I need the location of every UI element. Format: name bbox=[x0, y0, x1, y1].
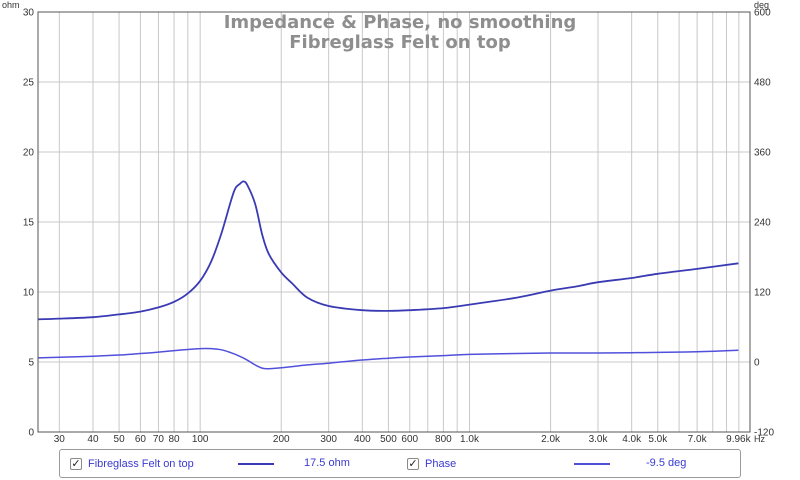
plot-frame bbox=[37, 11, 751, 433]
legend-item-phase[interactable]: ✓ Phase bbox=[407, 450, 456, 477]
impedance-series-line bbox=[37, 180, 739, 321]
x-tick-label: 300 bbox=[320, 434, 337, 445]
x-tick-label: 1.0k bbox=[460, 434, 480, 445]
y-left-tick-label: 25 bbox=[23, 78, 35, 89]
y-left-tick-label: 0 bbox=[28, 428, 34, 439]
y-left-unit-label: ohm bbox=[2, 0, 20, 10]
x-tick-label: 5.0k bbox=[648, 434, 668, 445]
x-tick-label: 70 bbox=[153, 434, 165, 445]
x-tick-label: 50 bbox=[114, 434, 126, 445]
x-tick-label: 80 bbox=[168, 434, 180, 445]
chart-title: Impedance & Phase, no smoothing bbox=[224, 12, 577, 33]
x-tick-labels: 30 40 50 60 70 80 100 200 300 400 500 600 800 1.0k 2.0… bbox=[54, 434, 752, 445]
x-unit-label: Hz bbox=[754, 434, 765, 444]
phase-checkbox[interactable]: ✓ bbox=[407, 456, 419, 470]
impedance-phase-chart: 30 40 50 60 70 80 100 200 300 400 500 600 800 1.0k 2.0… bbox=[2, 0, 775, 445]
y-left-tick-label: 5 bbox=[28, 358, 34, 369]
y-left-tick-label: 30 bbox=[23, 8, 35, 19]
y-right-tick-label: 480 bbox=[754, 78, 771, 89]
x-tick-label: 200 bbox=[273, 434, 290, 445]
y-left-tick-label: 20 bbox=[23, 148, 35, 159]
legend-label-impedance: Fibreglass Felt on top bbox=[88, 457, 194, 470]
legend-line-impedance bbox=[238, 463, 274, 465]
x-tick-label: 100 bbox=[192, 434, 209, 445]
legend-item-impedance[interactable]: ✓ Fibreglass Felt on top bbox=[70, 450, 194, 477]
y-right-tick-label: 360 bbox=[754, 148, 771, 159]
x-tick-label: 30 bbox=[54, 434, 66, 445]
x-tick-label: 60 bbox=[135, 434, 147, 445]
legend-line-phase bbox=[574, 463, 610, 465]
x-tick-label: 9.96k bbox=[726, 434, 751, 445]
x-tick-label: 2.0k bbox=[541, 434, 561, 445]
x-tick-label: 40 bbox=[87, 434, 99, 445]
x-tick-label: 7.0k bbox=[688, 434, 708, 445]
data-series bbox=[37, 180, 739, 370]
x-tick-label: 500 bbox=[380, 434, 397, 445]
legend-panel: ✓ Fibreglass Felt on top 17.5 ohm ✓ Phas… bbox=[59, 449, 741, 478]
y-right-tick-label: 120 bbox=[754, 288, 771, 299]
x-tick-label: 600 bbox=[401, 434, 418, 445]
phase-series-line bbox=[37, 347, 739, 370]
impedance-checkbox[interactable]: ✓ bbox=[70, 456, 82, 470]
y-right-tick-label: 240 bbox=[754, 218, 771, 229]
y-tick-labels: 0 5 10 15 20 25 30 -120 0 120 240 360 480 600 bbox=[23, 8, 775, 439]
x-tick-label: 800 bbox=[435, 434, 452, 445]
y-right-tick-label: -120 bbox=[754, 428, 774, 439]
legend-value-phase: -9.5 deg bbox=[646, 457, 687, 469]
gridlines bbox=[38, 11, 750, 433]
y-left-tick-label: 15 bbox=[23, 218, 35, 229]
y-right-unit-label: deg bbox=[754, 0, 769, 10]
x-tick-label: 400 bbox=[354, 434, 371, 445]
chart-subtitle: Fibreglass Felt on top bbox=[289, 32, 511, 53]
legend-label-phase: Phase bbox=[425, 457, 457, 470]
y-right-tick-label: 600 bbox=[754, 8, 771, 19]
x-tick-label: 3.0k bbox=[589, 434, 609, 445]
y-right-tick-label: 0 bbox=[754, 358, 760, 369]
legend-value-impedance: 17.5 ohm bbox=[304, 457, 350, 469]
x-tick-label: 4.0k bbox=[622, 434, 642, 445]
y-left-tick-label: 10 bbox=[23, 288, 35, 299]
